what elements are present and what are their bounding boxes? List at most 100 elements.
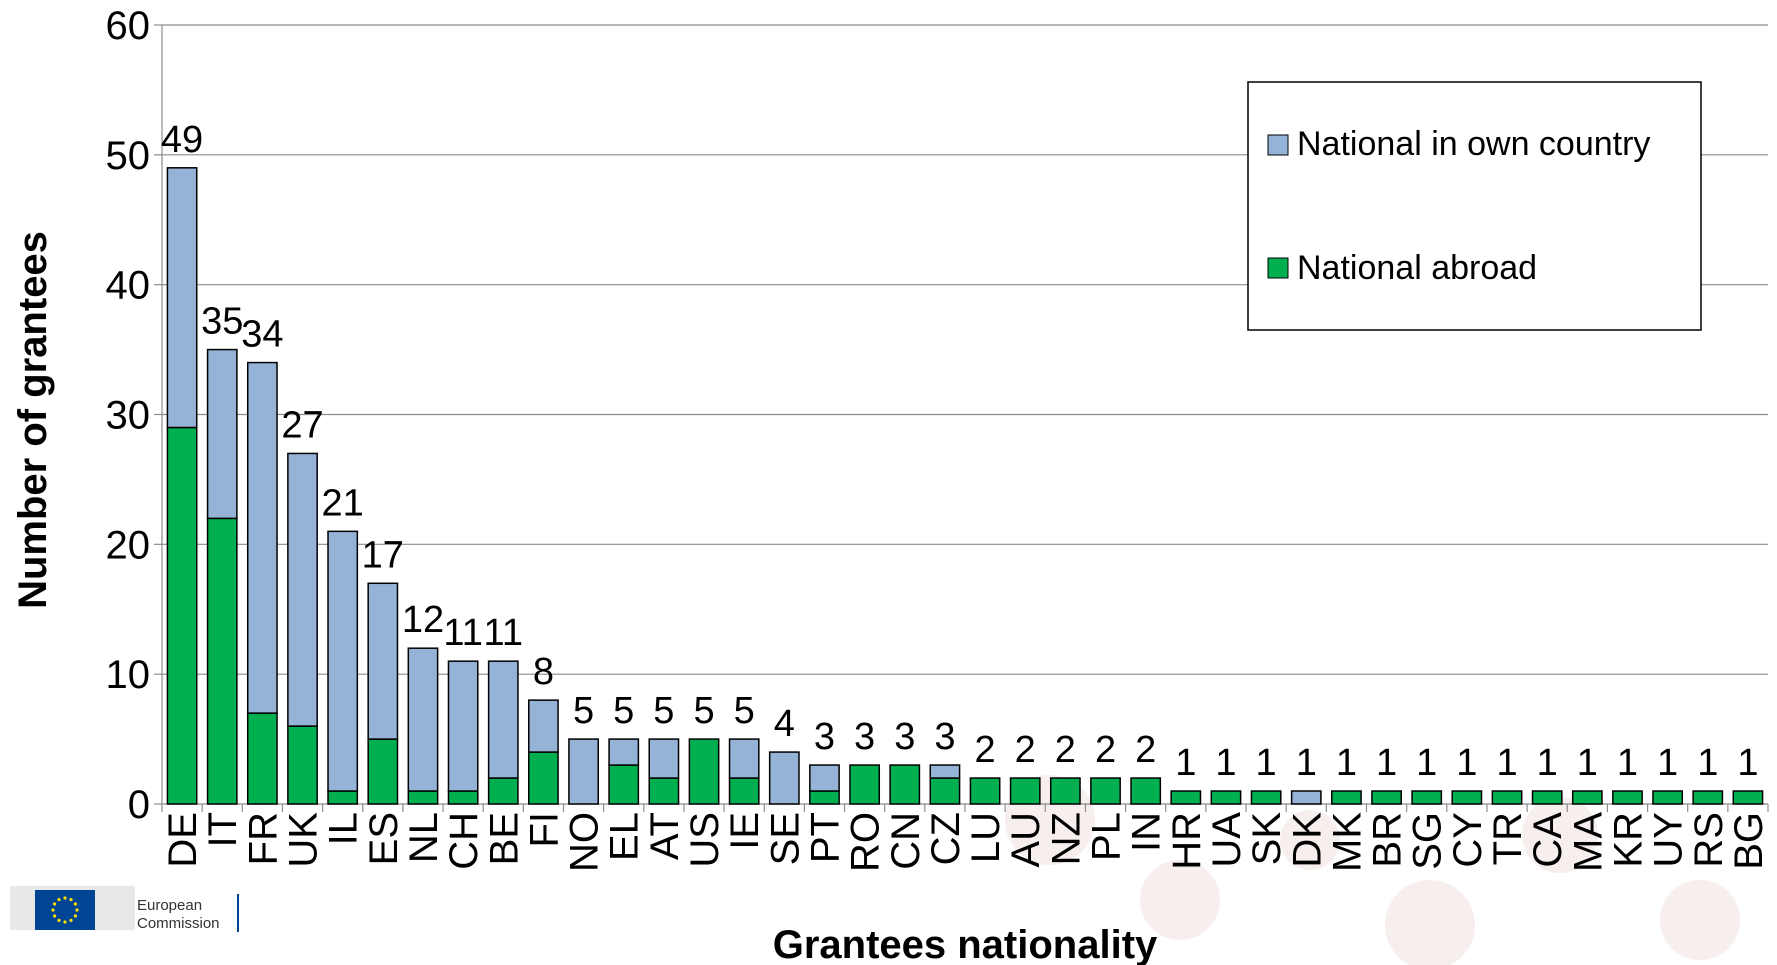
bar-segment	[206, 348, 238, 520]
total-label: 35	[201, 301, 243, 343]
bar-segment	[287, 452, 318, 727]
x-tick-label: ES	[362, 812, 406, 865]
x-tick-label: LU	[964, 812, 1008, 863]
bar-segment	[1612, 790, 1643, 805]
x-tick-label: TR	[1486, 812, 1530, 865]
x-tick-label: UA	[1205, 812, 1249, 868]
x-tick-label: IE	[723, 812, 767, 850]
logo-divider	[237, 894, 239, 932]
bar-segment	[166, 167, 198, 429]
flag-star	[63, 920, 67, 924]
x-tick-label: SK	[1245, 812, 1289, 866]
total-label: 5	[613, 690, 634, 732]
flag-star	[57, 898, 61, 902]
flag-star	[63, 896, 67, 900]
y-tick-label: 0	[128, 783, 150, 827]
bar-segment	[648, 777, 680, 805]
bar-segment	[608, 738, 640, 766]
bar-segment	[246, 361, 278, 714]
y-axis-ticks: 0 10 20 30 40 50 60	[106, 4, 151, 827]
y-tick-label: 20	[106, 523, 151, 567]
total-label: 4	[774, 703, 795, 745]
bar-segment	[568, 738, 599, 805]
x-tick-label: BE	[482, 812, 526, 865]
x-tick-label: RO	[844, 812, 888, 872]
y-axis-title: Number of grantees	[11, 231, 55, 609]
legend-swatch-abroad	[1267, 257, 1289, 279]
bar-segment	[487, 777, 519, 805]
x-tick-label: DK	[1285, 812, 1329, 868]
bar-segment	[809, 790, 840, 805]
total-label: 27	[281, 404, 323, 446]
total-label: 1	[1256, 742, 1277, 784]
bar-segment	[929, 777, 961, 805]
y-tick-label: 60	[106, 4, 151, 48]
background-decoration	[1005, 775, 1740, 965]
x-tick-label: PL	[1085, 812, 1129, 861]
bar-segment	[969, 777, 1001, 805]
bar-segment	[407, 790, 439, 805]
total-label: 17	[362, 534, 404, 576]
bar-segment	[1652, 790, 1684, 805]
bar-segment	[648, 738, 680, 779]
total-label: 2	[1055, 729, 1076, 771]
x-tick-label: IL	[322, 812, 366, 845]
bar-segment	[1491, 790, 1523, 805]
x-tick-label: CH	[442, 812, 486, 870]
x-tick-label: IT	[201, 812, 245, 848]
total-label: 1	[1456, 742, 1477, 784]
legend-swatch-own-country	[1267, 134, 1289, 156]
x-tick-label: CN	[884, 812, 928, 870]
bar-segment	[1049, 777, 1081, 805]
total-label: 1	[1336, 742, 1357, 784]
bar-segment	[1531, 790, 1563, 805]
bar-segment	[287, 725, 318, 805]
bar-segment	[1732, 790, 1764, 805]
x-tick-label: SG	[1406, 812, 1450, 870]
flag-star	[69, 918, 73, 922]
total-label: 34	[241, 314, 283, 356]
y-tick-label: 30	[106, 394, 151, 438]
bar-segment	[1130, 777, 1162, 805]
x-tick-label: UY	[1647, 812, 1691, 868]
bar-segment	[1210, 790, 1242, 805]
bar-segment	[1009, 777, 1041, 805]
bar-segment	[849, 764, 881, 805]
y-tick-label: 50	[106, 134, 151, 178]
total-label: 1	[1175, 742, 1196, 784]
x-tick-label: UK	[282, 812, 326, 868]
x-axis-title: Grantees nationality	[773, 923, 1158, 965]
total-label: 3	[814, 716, 835, 758]
total-label: 1	[1215, 742, 1236, 784]
bar-segment	[728, 738, 760, 779]
bar-segment	[367, 738, 399, 805]
bar-segment	[246, 712, 278, 805]
flag-star	[75, 908, 79, 912]
total-label: 2	[1135, 729, 1156, 771]
total-label: 3	[854, 716, 875, 758]
flag-star	[73, 902, 77, 906]
bar-segment	[1250, 790, 1282, 805]
legend-box	[1247, 81, 1702, 331]
x-tick-label: CZ	[924, 812, 968, 865]
total-label: 2	[975, 729, 996, 771]
x-tick-label: AT	[643, 812, 687, 860]
bar-segment	[1090, 777, 1121, 805]
total-label: 1	[1577, 742, 1598, 784]
bar-segment	[206, 517, 238, 805]
total-label: 1	[1617, 742, 1638, 784]
total-label: 3	[934, 716, 955, 758]
total-label: 1	[1697, 742, 1718, 784]
bar-segment	[1571, 790, 1603, 805]
x-axis-ticks: DEITFRUKILESNLCHBEFINOELATUSIESEPTROCNCZ…	[161, 804, 1771, 872]
x-tick-label: CY	[1446, 812, 1490, 868]
bar-segment	[327, 790, 359, 805]
flag-star	[73, 914, 77, 918]
x-tick-label: KR	[1606, 812, 1650, 868]
total-label: 5	[653, 690, 674, 732]
total-label: 5	[693, 690, 714, 732]
x-tick-label: FI	[522, 812, 566, 848]
x-tick-label: MK	[1325, 812, 1369, 872]
bar-segment	[1290, 790, 1322, 805]
